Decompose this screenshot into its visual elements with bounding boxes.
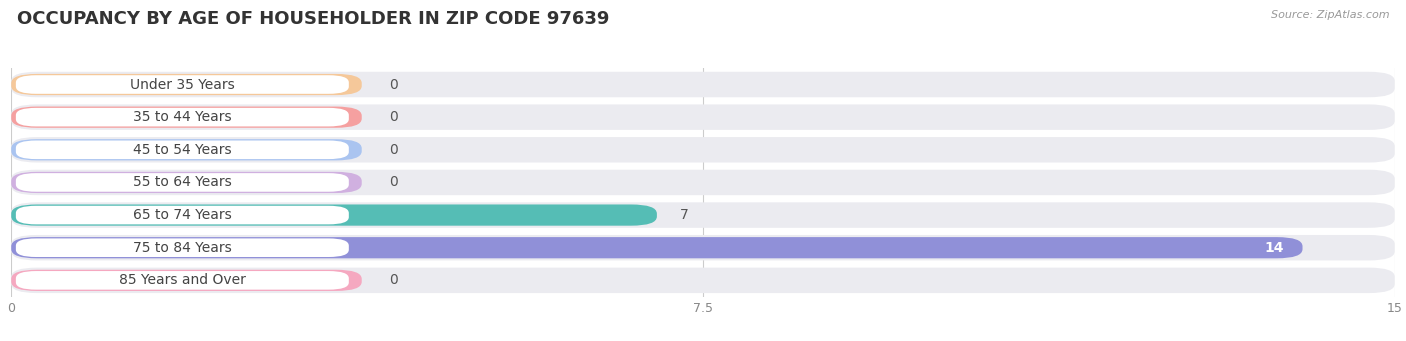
FancyBboxPatch shape — [15, 75, 349, 94]
Text: 14: 14 — [1264, 241, 1284, 255]
FancyBboxPatch shape — [11, 268, 1395, 293]
Text: Source: ZipAtlas.com: Source: ZipAtlas.com — [1271, 10, 1389, 20]
FancyBboxPatch shape — [11, 235, 1395, 261]
Text: OCCUPANCY BY AGE OF HOUSEHOLDER IN ZIP CODE 97639: OCCUPANCY BY AGE OF HOUSEHOLDER IN ZIP C… — [17, 10, 609, 28]
FancyBboxPatch shape — [15, 206, 349, 224]
FancyBboxPatch shape — [15, 173, 349, 192]
FancyBboxPatch shape — [11, 170, 1395, 195]
Text: 85 Years and Over: 85 Years and Over — [120, 273, 246, 287]
Text: 45 to 54 Years: 45 to 54 Years — [134, 143, 232, 157]
FancyBboxPatch shape — [11, 202, 1395, 228]
Text: 75 to 84 Years: 75 to 84 Years — [134, 241, 232, 255]
FancyBboxPatch shape — [11, 172, 361, 193]
Text: 35 to 44 Years: 35 to 44 Years — [134, 110, 232, 124]
FancyBboxPatch shape — [15, 271, 349, 290]
Text: 55 to 64 Years: 55 to 64 Years — [134, 175, 232, 190]
FancyBboxPatch shape — [11, 139, 361, 160]
Text: 0: 0 — [389, 110, 398, 124]
Text: 0: 0 — [389, 175, 398, 190]
Text: 0: 0 — [389, 77, 398, 91]
FancyBboxPatch shape — [11, 205, 657, 226]
Text: 0: 0 — [389, 273, 398, 287]
FancyBboxPatch shape — [15, 140, 349, 159]
FancyBboxPatch shape — [11, 137, 1395, 163]
FancyBboxPatch shape — [11, 106, 361, 128]
Text: 65 to 74 Years: 65 to 74 Years — [134, 208, 232, 222]
FancyBboxPatch shape — [11, 237, 1302, 258]
FancyBboxPatch shape — [11, 74, 361, 95]
FancyBboxPatch shape — [15, 238, 349, 257]
FancyBboxPatch shape — [11, 270, 361, 291]
Text: 0: 0 — [389, 143, 398, 157]
Text: Under 35 Years: Under 35 Years — [129, 77, 235, 91]
FancyBboxPatch shape — [11, 72, 1395, 97]
Text: 7: 7 — [681, 208, 689, 222]
FancyBboxPatch shape — [11, 104, 1395, 130]
FancyBboxPatch shape — [15, 108, 349, 127]
